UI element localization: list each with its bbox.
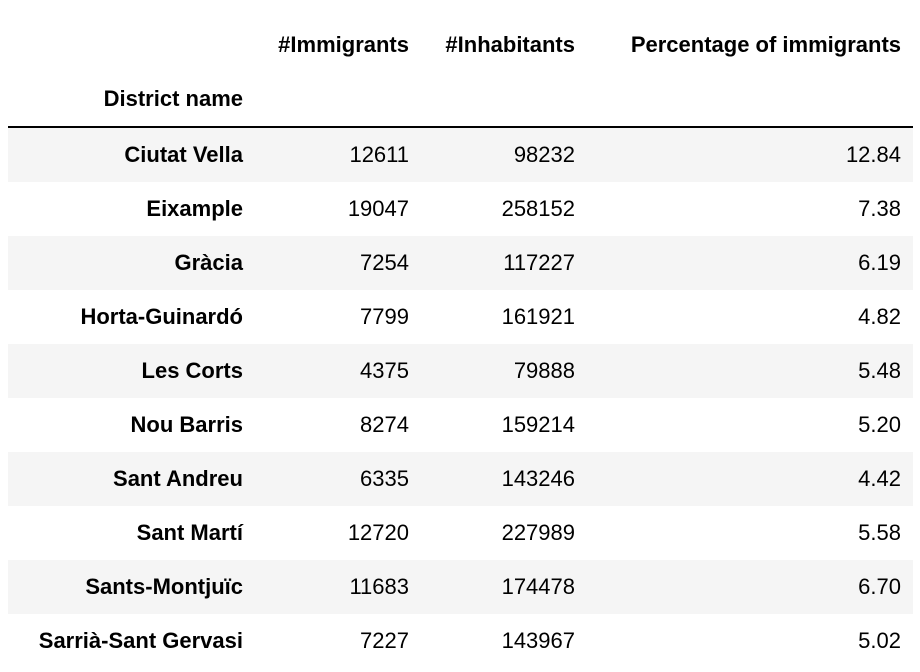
cell-immigrants: 4375	[360, 358, 409, 383]
column-header-row: #Immigrants #Inhabitants Percentage of i…	[8, 18, 913, 72]
cell-inhabitants: 143967	[501, 628, 575, 653]
cell-percentage: 5.48	[858, 358, 901, 383]
column-header-inhabitants: #Inhabitants	[445, 32, 575, 57]
cell-inhabitants: 98232	[513, 142, 575, 167]
district-immigration-table: #Immigrants #Inhabitants Percentage of i…	[8, 18, 913, 668]
cell-inhabitants: 143246	[501, 466, 575, 491]
cell-inhabitants: 258152	[501, 196, 575, 221]
table-row: Ciutat Vella 12611 98232 12.84	[8, 127, 913, 182]
header-blank-cell	[587, 72, 913, 127]
table-row: Sarrià-Sant Gervasi 7227 143967 5.02	[8, 614, 913, 668]
row-district-name: Nou Barris	[130, 412, 243, 437]
cell-percentage: 6.19	[858, 250, 901, 275]
cell-immigrants: 7227	[360, 628, 409, 653]
cell-immigrants: 12611	[349, 142, 409, 167]
cell-percentage: 5.02	[858, 628, 901, 653]
cell-percentage: 5.58	[858, 520, 901, 545]
index-name-header: District name	[103, 86, 243, 111]
table-row: Les Corts 4375 79888 5.48	[8, 344, 913, 398]
table-row: Sants-Montjuïc 11683 174478 6.70	[8, 560, 913, 614]
row-district-name: Ciutat Vella	[124, 142, 243, 167]
cell-percentage: 4.42	[858, 466, 901, 491]
cell-inhabitants: 79888	[513, 358, 575, 383]
cell-immigrants: 7254	[360, 250, 409, 275]
cell-percentage: 6.70	[858, 574, 901, 599]
cell-percentage: 12.84	[845, 142, 901, 167]
index-name-row: District name	[8, 72, 913, 127]
cell-percentage: 5.20	[858, 412, 901, 437]
table-row: Eixample 19047 258152 7.38	[8, 182, 913, 236]
header-blank-cell	[8, 18, 255, 72]
header-blank-cell	[421, 72, 587, 127]
row-district-name: Sants-Montjuïc	[85, 574, 243, 599]
row-district-name: Gràcia	[174, 250, 244, 275]
table-row: Sant Martí 12720 227989 5.58	[8, 506, 913, 560]
cell-percentage: 4.82	[858, 304, 901, 329]
cell-immigrants: 11683	[349, 574, 409, 599]
table-row: Horta-Guinardó 7799 161921 4.82	[8, 290, 913, 344]
cell-immigrants: 8274	[360, 412, 409, 437]
row-district-name: Horta-Guinardó	[80, 304, 243, 329]
cell-immigrants: 7799	[360, 304, 409, 329]
cell-inhabitants: 159214	[501, 412, 575, 437]
cell-immigrants: 19047	[347, 196, 409, 221]
header-blank-cell	[255, 72, 421, 127]
table-header: #Immigrants #Inhabitants Percentage of i…	[8, 18, 913, 127]
column-header-immigrants: #Immigrants	[278, 32, 409, 57]
column-header-percentage: Percentage of immigrants	[630, 32, 901, 57]
cell-inhabitants: 161921	[501, 304, 575, 329]
row-district-name: Sant Martí	[136, 520, 243, 545]
cell-inhabitants: 227989	[501, 520, 575, 545]
table-row: Nou Barris 8274 159214 5.20	[8, 398, 913, 452]
row-district-name: Sant Andreu	[113, 466, 243, 491]
row-district-name: Eixample	[146, 196, 243, 221]
cell-inhabitants: 117227	[503, 250, 575, 275]
row-district-name: Les Corts	[141, 358, 243, 383]
cell-immigrants: 6335	[360, 466, 409, 491]
table-row: Sant Andreu 6335 143246 4.42	[8, 452, 913, 506]
row-district-name: Sarrià-Sant Gervasi	[38, 628, 243, 653]
table-row: Gràcia 7254 117227 6.19	[8, 236, 913, 290]
cell-inhabitants: 174478	[501, 574, 575, 599]
table-body: Ciutat Vella 12611 98232 12.84 Eixample 19047…	[8, 127, 913, 668]
cell-immigrants: 12720	[347, 520, 409, 545]
cell-percentage: 7.38	[858, 196, 901, 221]
